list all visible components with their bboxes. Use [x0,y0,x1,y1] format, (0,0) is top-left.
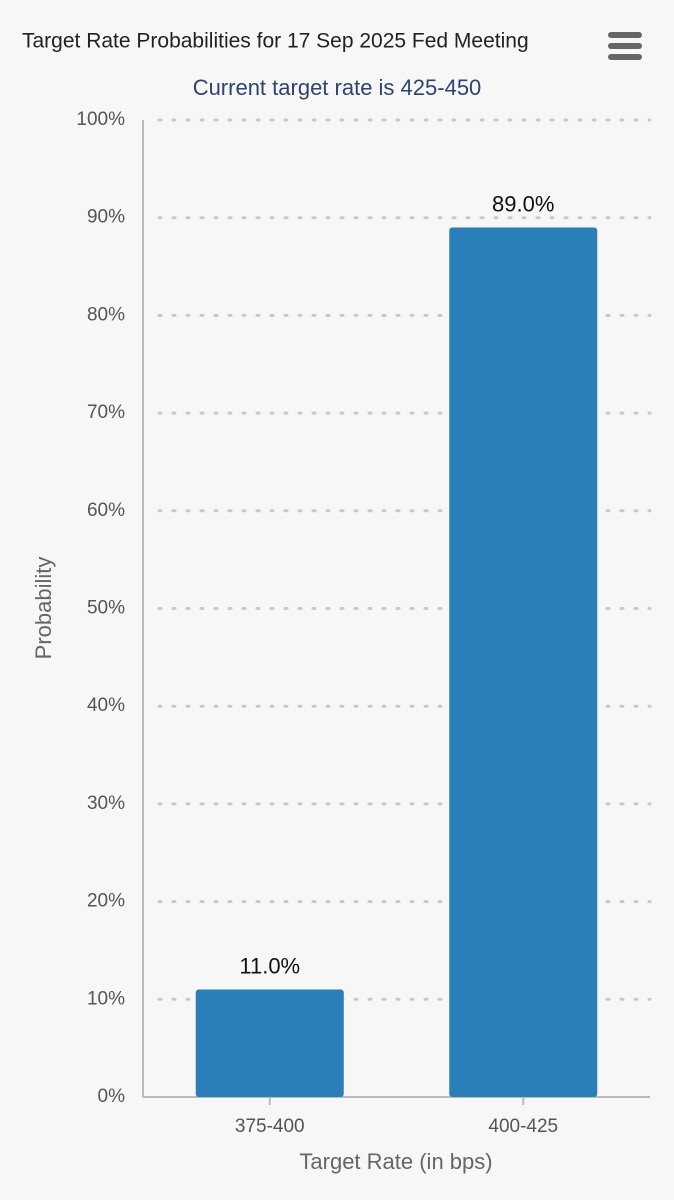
y-tick-label: 70% [87,402,125,423]
menu-bar [608,54,642,60]
y-tick-label: 50% [87,598,125,619]
bar [195,989,344,1097]
bar [449,227,598,1098]
x-tick-label: 375-400 [235,1116,305,1137]
chart-title: Target Rate Probabilities for 17 Sep 202… [22,30,529,53]
y-tick-label: 100% [76,109,125,130]
data-label: 89.0% [492,191,554,216]
y-tick-label: 90% [87,207,125,228]
menu-bar [608,32,642,38]
menu-bar [608,43,642,49]
menu-button[interactable] [608,32,642,60]
y-tick-label: 60% [87,500,125,521]
y-tick-label: 40% [87,695,125,716]
y-tick-label: 20% [87,891,125,912]
chart-subtitle: Current target rate is 425-450 [193,75,482,100]
x-tick-label: 400-425 [488,1116,558,1137]
y-tick-label: 80% [87,304,125,325]
y-tick-label: 30% [87,793,125,814]
y-tick-label: 10% [87,988,125,1009]
data-label: 11.0% [239,953,300,978]
y-axis-title: Probability [31,557,56,660]
x-axis-title: Target Rate (in bps) [299,1149,492,1174]
y-tick-label: 0% [98,1086,126,1107]
